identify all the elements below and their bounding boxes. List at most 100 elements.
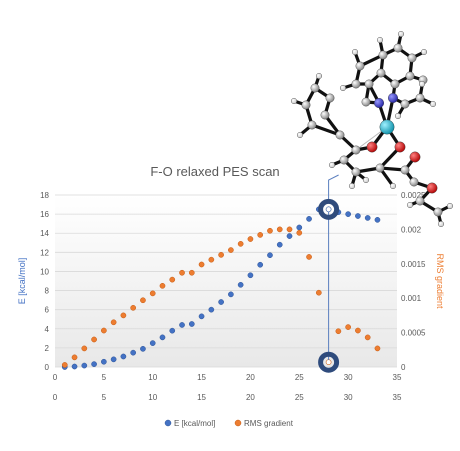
carbon-atom — [301, 100, 311, 110]
rms-gradient-point — [169, 276, 176, 283]
energy-point — [140, 345, 146, 352]
legend: E [kcal/mol] RMS gradient — [164, 419, 294, 428]
x-tick-label: 0 — [53, 373, 58, 382]
y-tick-label: 6 — [45, 306, 50, 315]
x-tick-label-lower: 15 — [197, 393, 206, 402]
oxygen-atom — [366, 141, 378, 153]
energy-point — [296, 224, 303, 231]
rms-gradient-point — [179, 269, 185, 276]
molecule-bond — [310, 123, 342, 137]
y2-axis-label: RMS gradient — [435, 253, 445, 309]
rms-gradient-point — [71, 354, 78, 361]
y-tick-label: 12 — [40, 248, 49, 257]
carbon-atom — [378, 50, 388, 60]
energy-point — [81, 362, 88, 369]
y-tick-label: 4 — [45, 325, 50, 334]
hydrogen-atom — [407, 201, 414, 208]
y-tick-label: 2 — [45, 344, 50, 353]
energy-point — [355, 213, 361, 219]
energy-point — [188, 321, 195, 327]
y2-tick-label: 0.0015 — [401, 260, 426, 269]
x-tick-label: 35 — [393, 373, 402, 382]
rms-gradient-point — [267, 227, 273, 234]
nitrogen-atom — [388, 92, 399, 103]
annotation-layer — [318, 174, 340, 373]
rms-gradient-point — [374, 345, 381, 352]
hydrogen-atom — [329, 161, 336, 168]
x-tick-label: 30 — [344, 373, 353, 382]
carbon-atom — [310, 83, 320, 93]
rms-gradient-point — [247, 236, 254, 242]
energy-point — [228, 291, 234, 298]
carbon-atom — [335, 130, 345, 140]
energy-point — [120, 353, 127, 360]
y2-tick-label: 0.001 — [401, 294, 422, 303]
x-tick-label: 5 — [102, 373, 107, 382]
energy-point — [130, 349, 137, 356]
carbon-atom — [376, 68, 386, 78]
y-tick-label: 8 — [45, 287, 50, 296]
energy-point — [267, 252, 273, 259]
energy-point — [101, 358, 107, 365]
x-tick-label-lower: 10 — [148, 393, 157, 402]
legend-label-energy: E [kcal/mol] — [174, 419, 215, 428]
energy-point — [110, 356, 117, 363]
series-rms-gradient — [61, 226, 381, 368]
x-tick-label-lower: 35 — [393, 393, 402, 402]
hydrogen-atom — [340, 84, 347, 91]
rms-gradient-point — [335, 328, 342, 335]
hydrogen-atom — [447, 202, 454, 209]
oxygen-atom — [426, 182, 438, 194]
carbon-atom — [400, 165, 410, 175]
carbon-atom — [351, 79, 361, 89]
oxygen-atom — [409, 151, 421, 163]
energy-point — [306, 216, 312, 222]
rms-gradient-point — [286, 226, 293, 233]
energy-point — [247, 272, 254, 279]
hydrogen-atom — [291, 97, 298, 104]
hydrogen-atom — [398, 31, 405, 38]
hydrogen-atom — [377, 37, 384, 44]
legend-marker-energy — [164, 419, 172, 427]
hydrogen-atom — [349, 182, 356, 189]
rms-gradient-point — [198, 261, 205, 268]
carbon-atom — [351, 167, 361, 177]
annotation-ring-center — [326, 207, 331, 212]
energy-point — [198, 313, 205, 320]
energy-point — [364, 215, 371, 221]
legend-label-rms: RMS gradient — [244, 419, 294, 428]
y-tick-label: 18 — [40, 191, 49, 200]
y-tick-label: 14 — [40, 229, 49, 238]
energy-point — [257, 261, 264, 268]
rms-gradient-point — [208, 256, 215, 263]
x-tick-label-lower: 0 — [53, 393, 58, 402]
rms-gradient-point — [120, 312, 127, 319]
y2-tick-label: 0.002 — [401, 225, 422, 234]
rms-gradient-point — [296, 229, 303, 236]
energy-point — [159, 334, 166, 341]
hydrogen-atom — [390, 182, 397, 189]
legend-marker-rms — [234, 419, 242, 427]
energy-point — [276, 241, 283, 248]
oxygen-atom — [394, 141, 406, 153]
carbon-atom — [355, 61, 365, 71]
annotation-ring — [318, 351, 340, 373]
carbon-atom — [364, 79, 374, 89]
carbon-atom — [325, 93, 335, 103]
hydrogen-atom — [430, 100, 437, 107]
energy-point — [374, 216, 381, 223]
y-tick-label: 16 — [40, 210, 49, 219]
hydrogen-atom — [352, 49, 359, 56]
rms-gradient-point — [228, 247, 234, 253]
annotation-ring — [318, 198, 340, 220]
rms-gradient-point — [101, 327, 107, 334]
carbon-atom — [361, 97, 371, 107]
rms-gradient-point — [110, 319, 117, 326]
chart-title: F-O relaxed PES scan — [150, 164, 279, 179]
hydrogen-atom — [395, 112, 402, 119]
carbon-atom — [339, 155, 349, 165]
y-axis-label: E [kcal/mol] — [17, 258, 27, 305]
hydrogen-atom — [297, 131, 304, 138]
rms-gradient-point — [149, 290, 156, 297]
